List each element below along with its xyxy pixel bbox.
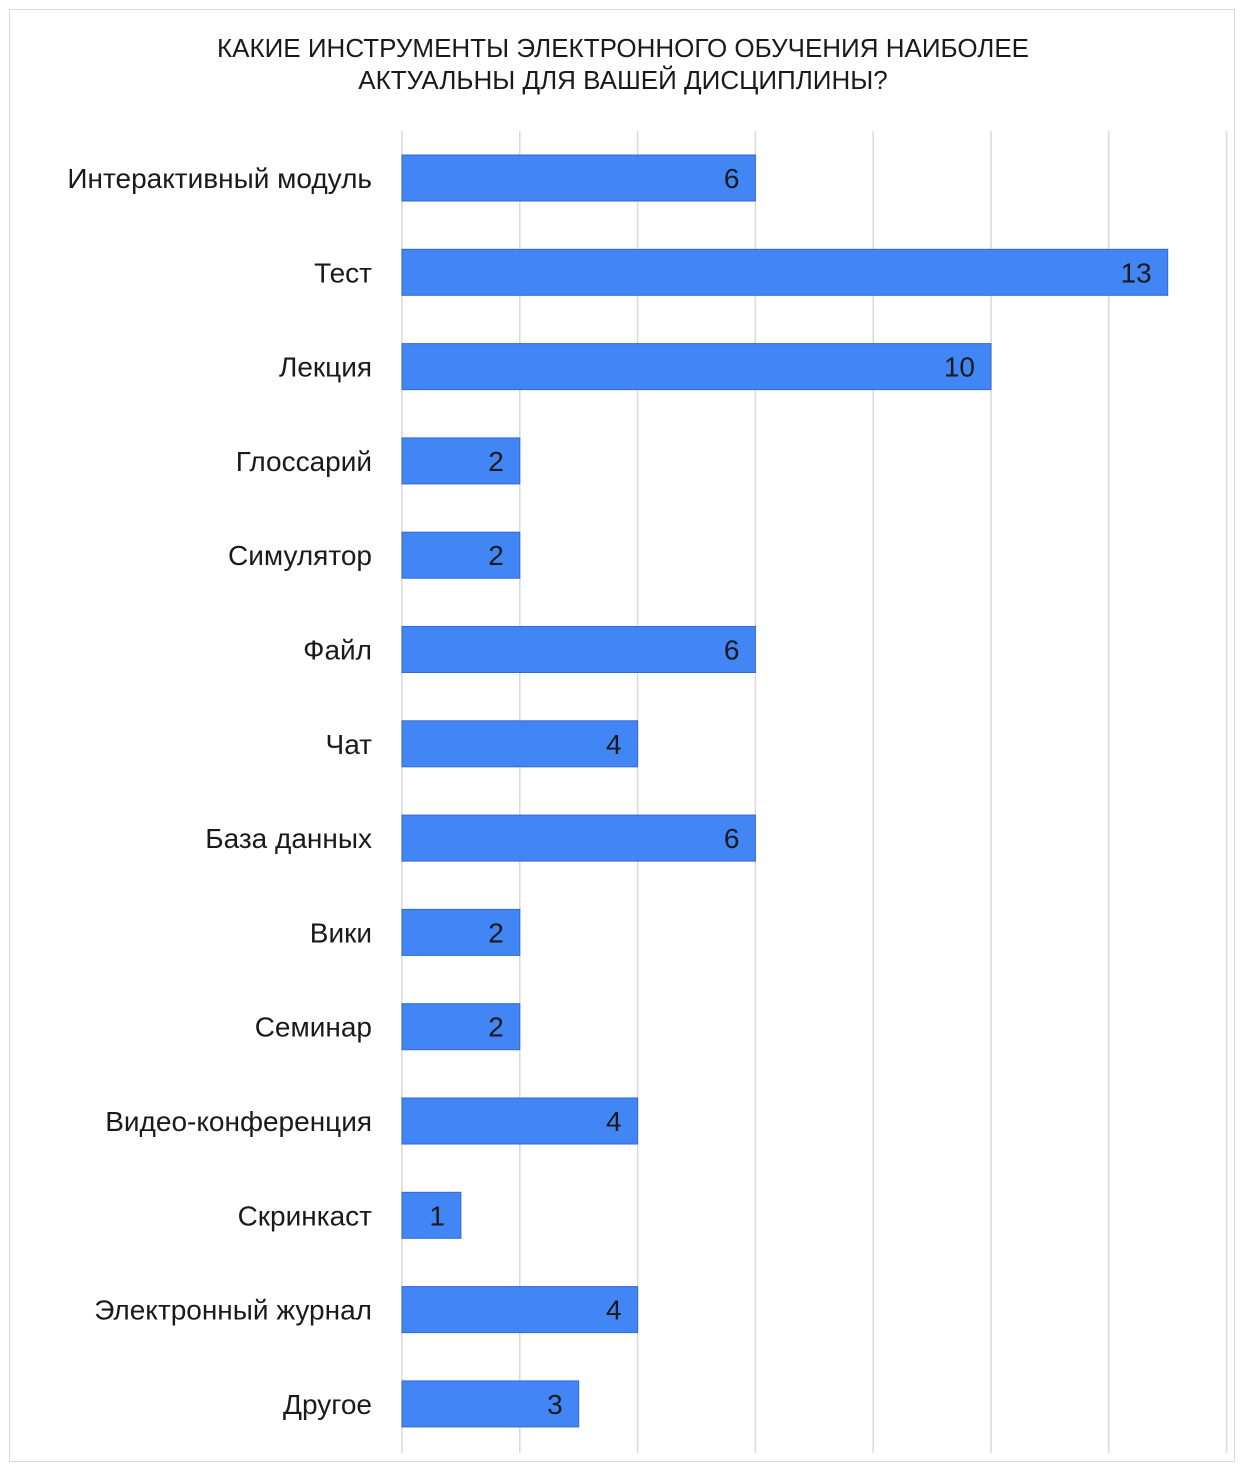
bar xyxy=(401,814,756,862)
bar xyxy=(401,626,756,673)
data-label: 1 xyxy=(429,1200,445,1231)
data-label: 3 xyxy=(547,1389,563,1420)
data-label: 6 xyxy=(724,635,740,666)
data-label: 2 xyxy=(488,446,504,477)
category-label: Тест xyxy=(314,257,372,288)
category-label: Вики xyxy=(310,917,372,948)
data-label: 4 xyxy=(606,1106,622,1137)
bar xyxy=(401,1380,580,1428)
category-label: Чат xyxy=(326,729,373,760)
category-label: Видео-конференция xyxy=(105,1106,372,1137)
data-label: 2 xyxy=(488,1012,504,1043)
category-label: Электронный журнал xyxy=(94,1295,372,1326)
data-label: 4 xyxy=(606,729,622,760)
data-label: 10 xyxy=(944,352,975,383)
bar xyxy=(401,531,521,579)
data-label: 6 xyxy=(724,163,740,194)
bar xyxy=(401,343,992,391)
category-label: Другое xyxy=(283,1389,372,1420)
chart-frame: КАКИЕ ИНСТРУМЕНТЫ ЭЛЕКТРОННОГО ОБУЧЕНИЯ … xyxy=(9,9,1235,1462)
bar xyxy=(401,1286,639,1334)
category-label: Лекция xyxy=(279,352,372,383)
bar xyxy=(401,437,521,485)
data-label: 4 xyxy=(606,1295,622,1326)
category-label: Скринкаст xyxy=(238,1200,373,1231)
chart-title: КАКИЕ ИНСТРУМЕНТЫ ЭЛЕКТРОННОГО ОБУЧЕНИЯ … xyxy=(216,33,1030,95)
category-label: Симулятор xyxy=(228,540,372,571)
bar xyxy=(401,248,1169,296)
category-label: Глоссарий xyxy=(236,446,372,477)
bar xyxy=(401,1097,639,1145)
category-label: Файл xyxy=(303,635,372,666)
bar xyxy=(401,154,756,202)
data-label: 13 xyxy=(1121,257,1152,288)
data-label: 2 xyxy=(488,540,504,571)
category-label: База данных xyxy=(205,823,372,854)
data-label: 2 xyxy=(488,917,504,948)
category-label: Семинар xyxy=(255,1012,372,1043)
category-label: Интерактивный модуль xyxy=(67,163,372,194)
bar xyxy=(401,720,639,768)
bar xyxy=(401,1191,462,1239)
bar xyxy=(401,1003,521,1051)
data-label: 6 xyxy=(724,823,740,854)
bar xyxy=(401,908,521,956)
